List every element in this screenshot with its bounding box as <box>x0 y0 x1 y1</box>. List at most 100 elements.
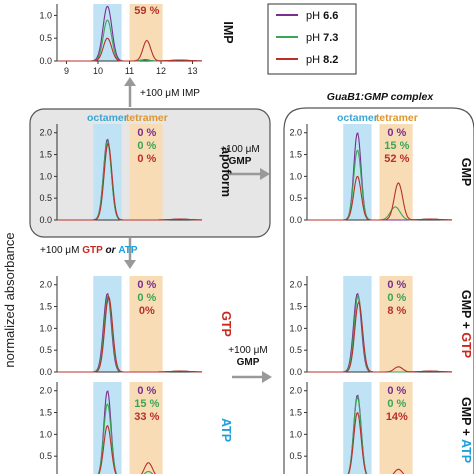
condition-nucleotide: GTP <box>459 332 473 358</box>
curve-series-2 <box>307 175 453 221</box>
arrow-nucl-or: or <box>103 245 119 256</box>
curve-series-2 <box>57 295 203 373</box>
percent-label-0: 0 % <box>137 127 156 139</box>
y-tick-label: 0.0 <box>39 56 52 66</box>
percent-label-2: 59 % <box>134 5 159 17</box>
arrow-gmp-mid-head <box>262 371 272 383</box>
arrow-gmp-top-head <box>260 168 270 180</box>
percent-label-0: 0 % <box>137 279 156 291</box>
arrow-gmp-mid-label-b: GMP <box>237 357 260 368</box>
y-tick-label: 1.0 <box>39 323 52 333</box>
legend-prefix: pH <box>306 54 323 66</box>
percent-label-2: 0% <box>139 305 155 317</box>
octamer-label: octamer <box>337 112 378 124</box>
y-tick-label: 1.0 <box>289 429 302 439</box>
arrow-nucl-gtp: GTP <box>82 245 103 256</box>
y-tick-label: 1.0 <box>289 171 302 181</box>
tetramer-band <box>379 382 413 474</box>
percent-label-1: 15 % <box>134 398 159 410</box>
y-tick-label: 0.5 <box>289 451 302 461</box>
legend-prefix: pH <box>306 10 323 22</box>
legend-label-2: pH 8.2 <box>306 54 338 66</box>
y-tick-label: 1.0 <box>39 10 52 20</box>
curve-series-2 <box>57 37 203 62</box>
condition-base: GMP + <box>459 397 473 439</box>
panel-gmp_atp: 2.01.51.00.50 %0 %14% GMP + ATP <box>289 382 473 474</box>
tetramer-band <box>379 124 413 220</box>
y-tick-label: 0.0 <box>289 367 302 377</box>
arrow-gmp-top-label-b: GMP <box>229 156 252 167</box>
x-tick-label: 13 <box>188 66 198 76</box>
legend: pH 6.6pH 7.3pH 8.2 <box>267 3 357 75</box>
y-tick-label: 2.0 <box>39 280 52 290</box>
octamer-band <box>93 4 122 61</box>
complex-title: GuaB1:GMP complex <box>327 91 435 103</box>
curve-series-2 <box>57 143 203 221</box>
y-tick-label: 0.5 <box>39 451 52 461</box>
legend-value: 6.6 <box>323 10 338 22</box>
percent-label-2: 52 % <box>384 153 409 165</box>
percent-label-2: 14% <box>386 411 408 423</box>
legend-prefix: pH <box>306 32 323 44</box>
y-axis-label: normalized absorbance <box>2 232 17 367</box>
octamer-band <box>93 382 122 474</box>
condition-label: IMP <box>221 21 235 43</box>
legend-value: 7.3 <box>323 32 338 44</box>
arrows: +100 μM IMP +100 μM GMP +100 μM GTP or A… <box>40 77 272 383</box>
y-tick-label: 1.5 <box>289 408 302 418</box>
y-tick-label: 0.5 <box>39 33 52 43</box>
y-tick-label: 1.5 <box>289 302 302 312</box>
y-tick-label: 2.0 <box>39 386 52 396</box>
tetramer-band <box>379 276 413 372</box>
percent-label-2: 33 % <box>134 411 159 423</box>
octamer-band <box>343 124 372 220</box>
y-tick-label: 0.5 <box>289 345 302 355</box>
percent-label-1: 0 % <box>387 292 406 304</box>
percent-label-1: 15 % <box>384 140 409 152</box>
arrow-imp-head <box>124 77 136 86</box>
legend-label-1: pH 7.3 <box>306 32 338 44</box>
x-tick-label: 9 <box>64 66 69 76</box>
condition-label: GTP <box>219 311 233 337</box>
tetramer-band <box>129 124 163 220</box>
tetramer-band <box>129 382 163 474</box>
arrow-nucl-prefix: +100 μM <box>40 245 82 256</box>
panel-imp: 1.0 0.5 0.0 9 10 11 12 13 59 % IMP <box>39 4 235 76</box>
percent-label-2: 0 % <box>137 153 156 165</box>
percent-label-1: 0 % <box>137 292 156 304</box>
tetramer-label: tetramer <box>126 112 168 124</box>
percent-label-0: 0 % <box>137 385 156 397</box>
tetramer-band <box>129 4 163 61</box>
percent-label-2: 8 % <box>387 305 406 317</box>
y-tick-label: 1.0 <box>289 323 302 333</box>
curve-series-2 <box>307 300 453 373</box>
y-tick-label: 1.0 <box>39 171 52 181</box>
y-tick-label: 0.5 <box>289 193 302 203</box>
percent-label-1: 0 % <box>137 140 156 152</box>
y-tick-label: 2.0 <box>289 280 302 290</box>
y-tick-label: 1.5 <box>289 150 302 160</box>
octamer-band <box>343 276 372 372</box>
y-tick-label: 1.0 <box>39 429 52 439</box>
condition-label: GMP <box>459 158 473 186</box>
tetramer-label: tetramer <box>376 112 418 124</box>
y-tick-label: 0.5 <box>39 345 52 355</box>
octamer-band <box>93 276 122 372</box>
arrow-nucl-head <box>124 260 136 269</box>
condition-nucleotide: ATP <box>459 439 473 463</box>
complex-frame <box>283 107 474 474</box>
condition-label: apoform <box>219 147 233 197</box>
arrow-nucl-label: +100 μM GTP or ATP <box>40 245 138 256</box>
panel-gmp_gtp: 2.01.51.00.50.00 %0 %8 % GMP + GTP <box>289 276 473 377</box>
y-tick-label: 2.0 <box>39 128 52 138</box>
condition-label: ATP <box>219 418 233 442</box>
x-tick-label: 10 <box>93 66 103 76</box>
y-tick-label: 0.5 <box>39 193 52 203</box>
tetramer-band <box>129 276 163 372</box>
condition-label: GMP + ATP <box>459 397 473 463</box>
y-tick-label: 0.0 <box>289 215 302 225</box>
arrow-imp-label: +100 μM IMP <box>140 88 200 99</box>
